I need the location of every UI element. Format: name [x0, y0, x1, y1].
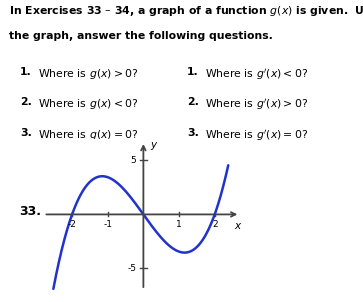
- Text: 3.: 3.: [187, 128, 199, 138]
- Text: Where is $g(x) > 0$?: Where is $g(x) > 0$?: [38, 67, 138, 81]
- Text: 33.: 33.: [19, 205, 41, 218]
- Text: Where is $g(x) < 0$?: Where is $g(x) < 0$?: [38, 97, 138, 111]
- Text: 1: 1: [176, 220, 182, 229]
- Text: 5: 5: [131, 156, 136, 165]
- Text: 2.: 2.: [187, 97, 199, 107]
- Text: the graph, answer the following questions.: the graph, answer the following question…: [9, 31, 273, 40]
- Text: -2: -2: [68, 220, 77, 229]
- Text: Where is $g'(x) = 0$?: Where is $g'(x) = 0$?: [205, 128, 308, 143]
- Text: Where is $g'(x) > 0$?: Where is $g'(x) > 0$?: [205, 97, 308, 112]
- Text: Where is $g(x) = 0$?: Where is $g(x) = 0$?: [38, 128, 138, 142]
- Text: -1: -1: [103, 220, 112, 229]
- Text: -5: -5: [127, 264, 136, 273]
- Text: 1.: 1.: [187, 67, 199, 77]
- Text: In Exercises 33 – 34, a graph of a function $g(x)$ is given.  Using: In Exercises 33 – 34, a graph of a funct…: [9, 4, 363, 18]
- Text: 2: 2: [212, 220, 217, 229]
- Text: 1.: 1.: [20, 67, 32, 77]
- Text: Where is $g'(x) < 0$?: Where is $g'(x) < 0$?: [205, 67, 308, 82]
- Text: 3.: 3.: [20, 128, 32, 138]
- Text: 2.: 2.: [20, 97, 32, 107]
- Text: $x$: $x$: [234, 221, 242, 231]
- Text: $y$: $y$: [150, 140, 158, 153]
